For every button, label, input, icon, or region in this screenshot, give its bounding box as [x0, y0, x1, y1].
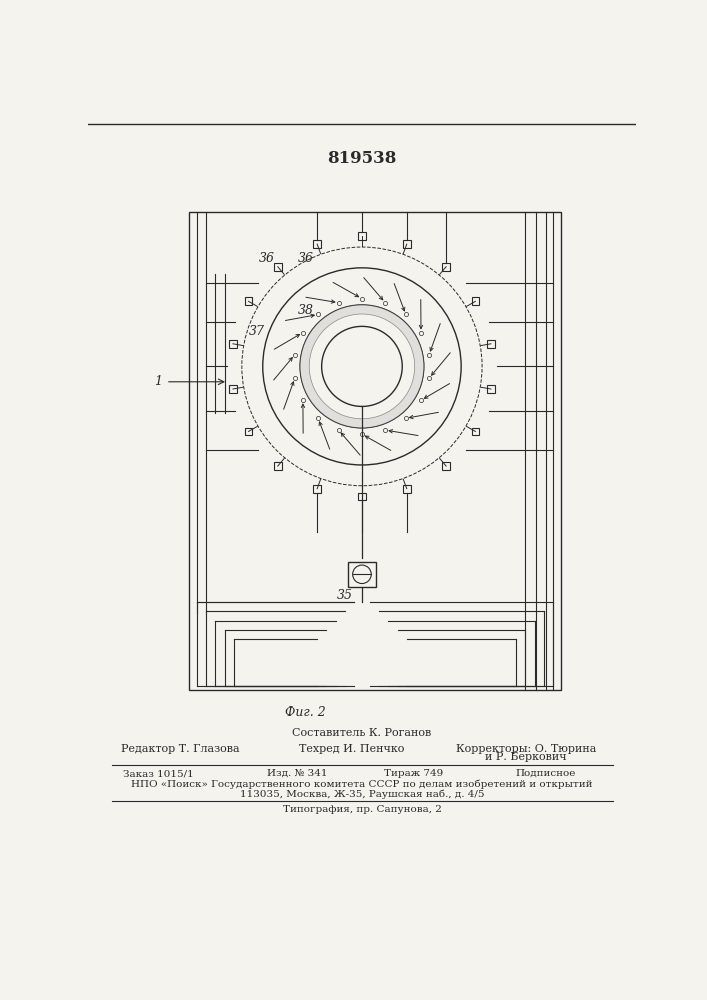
Bar [348, 562, 376, 587]
Bar [403, 240, 411, 248]
Text: Фиг. 2: Фиг. 2 [285, 706, 326, 719]
Bar [229, 340, 237, 348]
Bar [313, 485, 321, 493]
Text: 819538: 819538 [327, 150, 397, 167]
Text: 36: 36 [298, 252, 313, 265]
Bar [245, 428, 252, 435]
Text: НПО «Поиск» Государственного комитета СССР по делам изобретений и открытий: НПО «Поиск» Государственного комитета СС… [132, 780, 592, 789]
Text: и Р. Беркович: и Р. Беркович [486, 752, 567, 762]
Text: Типография, пр. Сапунова, 2: Типография, пр. Сапунова, 2 [283, 805, 441, 814]
Text: Составитель К. Роганов: Составитель К. Роганов [292, 728, 431, 738]
Wedge shape [300, 305, 424, 428]
Bar [274, 263, 281, 271]
Bar [443, 462, 450, 470]
Text: 36: 36 [259, 252, 274, 265]
Bar [189, 212, 561, 690]
Bar [472, 428, 479, 435]
Text: 1: 1 [154, 375, 162, 388]
Text: 38: 38 [298, 304, 314, 317]
Bar [358, 232, 366, 240]
Text: Корректоры: О. Тюрина: Корректоры: О. Тюрина [456, 744, 597, 754]
Circle shape [322, 326, 402, 406]
Bar [274, 462, 281, 470]
Text: Техред И. Пенчко: Техред И. Пенчко [299, 744, 404, 754]
Bar [245, 297, 252, 305]
Bar [487, 385, 495, 393]
Bar [229, 385, 237, 393]
Text: Изд. № 341: Изд. № 341 [267, 769, 328, 778]
Bar [487, 340, 495, 348]
Circle shape [353, 565, 371, 584]
Text: Редактор Т. Глазова: Редактор Т. Глазова [120, 744, 239, 754]
Bar [403, 485, 411, 493]
Bar [443, 263, 450, 271]
Bar [472, 297, 479, 305]
Bar [313, 240, 321, 248]
Text: Заказ 1015/1: Заказ 1015/1 [123, 769, 194, 778]
Text: 35: 35 [337, 589, 354, 602]
Text: 113035, Москва, Ж-35, Раушская наб., д. 4/5: 113035, Москва, Ж-35, Раушская наб., д. … [240, 789, 484, 799]
Text: 37: 37 [249, 325, 264, 338]
Text: Тираж 749: Тираж 749 [384, 769, 443, 778]
Text: Подписное: Подписное [515, 769, 575, 778]
Bar [358, 493, 366, 500]
